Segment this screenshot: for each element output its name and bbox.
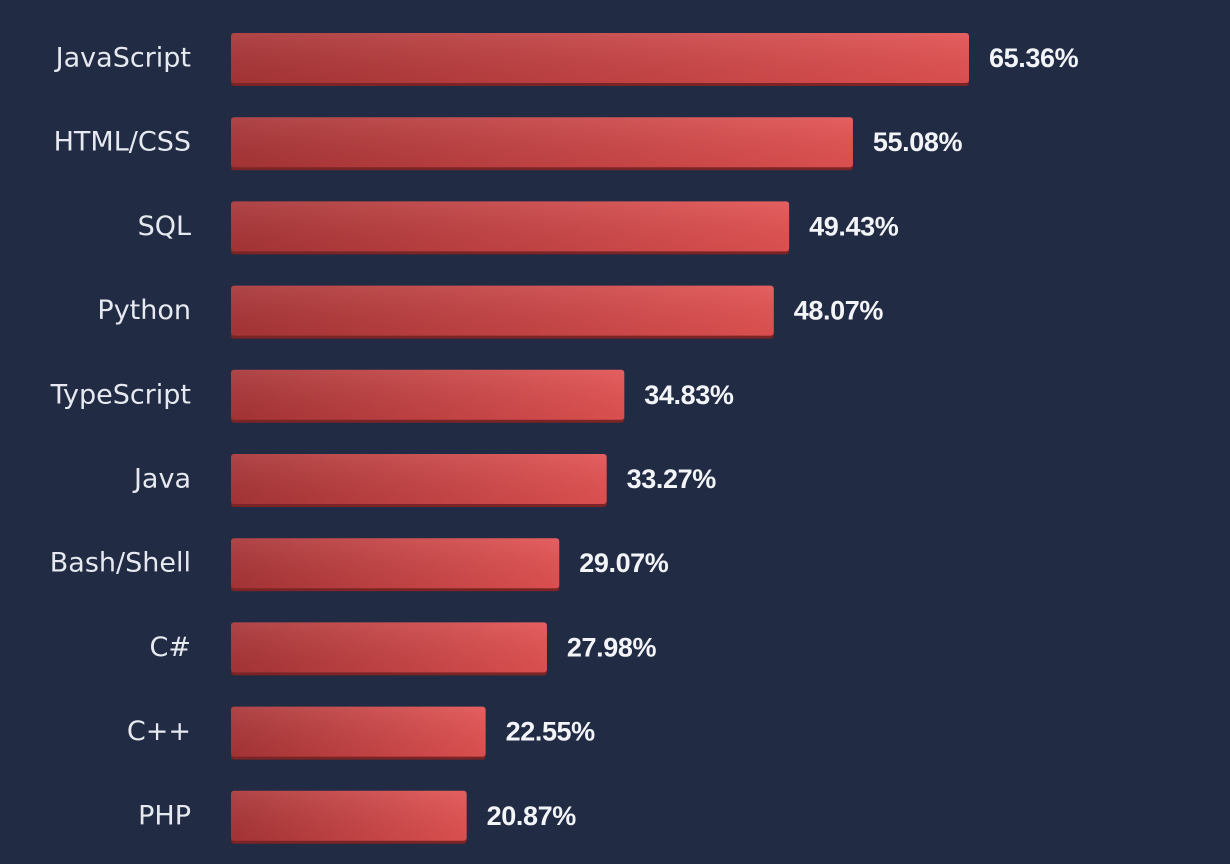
bar-sheen	[231, 285, 774, 336]
bar-sheen	[231, 454, 607, 504]
bar-row: C++ 22.55%	[127, 706, 596, 760]
value-label: 33.27%	[627, 464, 717, 494]
bar-sheen	[231, 201, 790, 252]
bar-sheen	[231, 117, 853, 168]
value-label: 48.07%	[794, 296, 884, 326]
category-label: TypeScript	[50, 379, 191, 410]
bar-sheen	[231, 33, 969, 83]
category-label: HTML/CSS	[54, 127, 191, 158]
bar-row: TypeScript 34.83%	[50, 369, 734, 423]
value-label: 49.43%	[809, 211, 899, 241]
bar-sheen	[231, 538, 560, 589]
category-label: SQL	[138, 211, 191, 242]
bar-row: C# 27.98%	[150, 622, 657, 676]
category-label: C#	[150, 632, 191, 663]
value-label: 55.08%	[873, 127, 963, 157]
bars: JavaScript 65.36% HTML/CSS 55.08% SQL 49.43% P…	[50, 33, 1079, 844]
value-label: 20.87%	[487, 801, 577, 831]
category-label: Bash/Shell	[50, 548, 191, 579]
category-label: Java	[132, 464, 191, 495]
bar-row: SQL 49.43%	[138, 201, 899, 255]
category-label: Python	[97, 295, 191, 326]
bar-sheen	[231, 790, 467, 841]
category-label: C++	[127, 716, 191, 747]
bar-row: Python 48.07%	[97, 285, 884, 339]
bar-sheen	[231, 622, 547, 673]
category-label: JavaScript	[54, 43, 191, 74]
bar-row: Java 33.27%	[132, 454, 717, 507]
bar-row: HTML/CSS 55.08%	[54, 117, 963, 171]
value-label: 29.07%	[579, 548, 669, 578]
bar-row: PHP 20.87%	[138, 790, 577, 844]
value-label: 34.83%	[644, 380, 734, 410]
bar-row: Bash/Shell 29.07%	[50, 538, 669, 592]
value-label: 65.36%	[989, 43, 1079, 73]
value-label: 22.55%	[506, 717, 596, 747]
category-label: PHP	[138, 800, 191, 831]
bar-sheen	[231, 369, 625, 420]
bar-row: JavaScript 65.36%	[54, 33, 1079, 86]
bar-sheen	[231, 706, 486, 757]
value-label: 27.98%	[567, 632, 657, 662]
